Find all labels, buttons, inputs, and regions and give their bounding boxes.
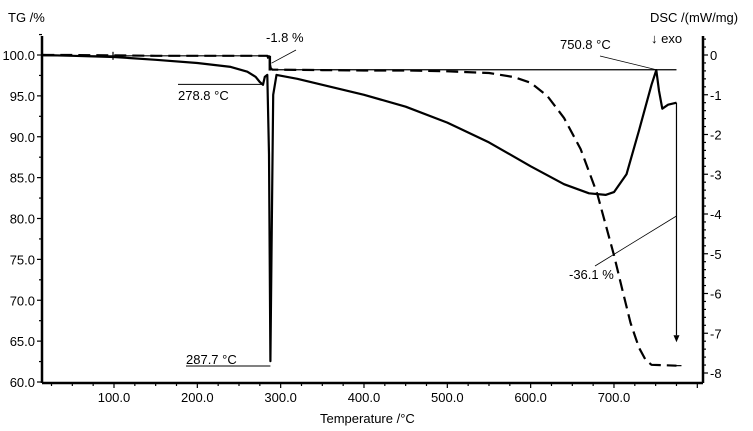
dsc-tick-label: -3 — [710, 167, 722, 182]
tg-tick-label: 90.0 — [10, 130, 35, 145]
x-axis-title: Temperature /°C — [320, 411, 415, 426]
dsc-tick-label: -7 — [710, 326, 722, 341]
tg-tick-label: 95.0 — [10, 89, 35, 104]
x-tick-label: 700.0 — [598, 390, 631, 405]
tg-tick-label: 100.0 — [2, 48, 35, 63]
x-tick-label: 400.0 — [348, 390, 381, 405]
tg-tick-label: 70.0 — [10, 293, 35, 308]
dsc-tick-label: -4 — [710, 207, 722, 222]
mass-loss-leader-2 — [594, 215, 677, 267]
dsc-axis-title: DSC /(mW/mg) — [650, 10, 738, 25]
tg-tick-label: 65.0 — [10, 334, 35, 349]
dsc-tick-label: -5 — [710, 247, 722, 262]
peak-750-leader — [599, 55, 657, 71]
mass-loss-leader-1 — [271, 49, 297, 64]
curves — [42, 53, 677, 367]
peak-annotation-750: 750.8 °C — [560, 37, 611, 52]
x-tick-label: 600.0 — [514, 390, 547, 405]
tg-axis-title: TG /% — [8, 10, 45, 25]
tg-tick-label: 80.0 — [10, 212, 35, 227]
x-tick-label: 500.0 — [431, 390, 464, 405]
dsc-tick-label: -6 — [710, 287, 722, 302]
axes: 100.0 200.0 300.0 400.0 500.0 600.0 700.0 100.0… — [2, 33, 722, 405]
x-tick-label: 300.0 — [264, 390, 297, 405]
dsc-tick-label: -8 — [710, 366, 722, 381]
exo-direction-label: ↓ exo — [651, 31, 682, 46]
tg-tick-label: 75.0 — [10, 252, 35, 267]
tg-curve — [42, 53, 677, 367]
peak-annotation-278: 278.8 °C — [178, 88, 229, 103]
tg-tick-label: 60.0 — [10, 375, 35, 390]
x-tick-label: 100.0 — [98, 390, 131, 405]
tg-tick-label: 85.0 — [10, 171, 35, 186]
dsc-tick-label: 0 — [710, 48, 717, 63]
dsc-tick-label: -2 — [710, 128, 722, 143]
arrow-head-icon — [673, 335, 680, 343]
dsc-tick-label: -1 — [710, 88, 722, 103]
peak-annotation-287: 287.7 °C — [186, 352, 237, 367]
annotations: -1.8 % 278.8 °C 287.7 °C 750.8 °C -36.1 … — [42, 30, 682, 367]
mass-loss-annotation-2: -36.1 % — [569, 267, 614, 282]
x-tick-label: 200.0 — [181, 390, 214, 405]
mass-loss-annotation-1: -1.8 % — [266, 30, 304, 45]
dsc-curve — [42, 53, 677, 363]
